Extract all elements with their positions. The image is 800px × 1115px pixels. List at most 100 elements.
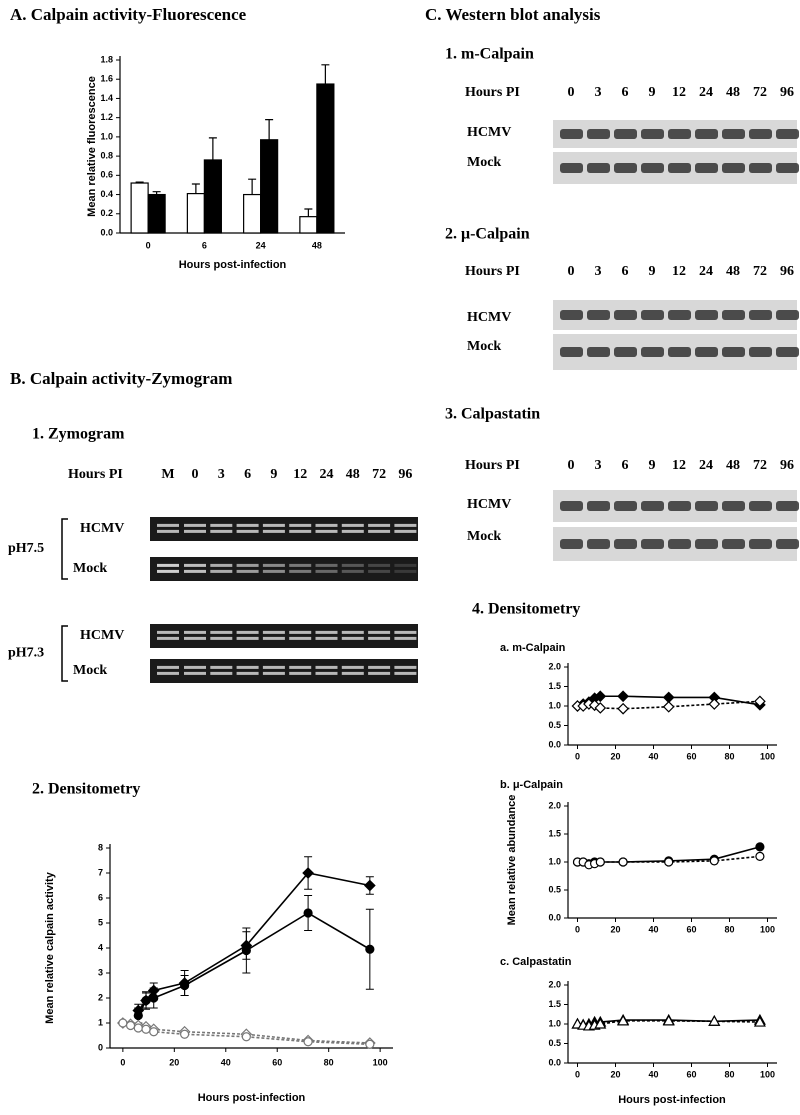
band [236, 563, 259, 567]
blot-title: 2. μ-Calpain [445, 226, 530, 243]
x-tick-label: 40 [648, 924, 658, 934]
band [289, 569, 312, 573]
row-label: Mock [73, 663, 107, 678]
y-tick-label: 0.6 [100, 170, 113, 180]
marker [617, 690, 629, 703]
marker [365, 944, 375, 954]
band [695, 347, 718, 357]
lane-label: 6 [622, 264, 629, 279]
band [262, 665, 285, 669]
band [289, 523, 312, 527]
band [668, 501, 691, 511]
section-heading: C. Western blot analysis [425, 5, 601, 24]
band [315, 671, 338, 675]
band [368, 636, 391, 640]
band [749, 129, 772, 139]
band [560, 539, 583, 549]
band [236, 569, 259, 573]
x-tick-label: 0 [575, 1069, 580, 1079]
band [184, 569, 206, 573]
band [210, 630, 233, 634]
band [560, 501, 583, 511]
hours-label: Hours PI [465, 264, 520, 279]
band [394, 569, 417, 573]
lane-label: 3 [595, 264, 602, 279]
lane-label: 12 [672, 264, 686, 279]
band [184, 665, 206, 669]
band [722, 501, 745, 511]
band [236, 636, 259, 640]
x-axis-label: Hours post-infection [198, 1092, 306, 1104]
lane-label: 12 [672, 85, 686, 100]
y-tick-label: 1.5 [548, 999, 561, 1009]
marker [754, 695, 766, 708]
x-tick-label: 100 [760, 924, 775, 934]
band [368, 563, 391, 567]
y-tick-label: 0.0 [548, 1057, 561, 1067]
ph-label: pH7.3 [8, 646, 44, 661]
y-tick-label: 1.0 [100, 131, 113, 141]
band [560, 129, 583, 139]
band [749, 163, 772, 173]
lane-label: 9 [649, 85, 656, 100]
x-tick-label: 100 [760, 1069, 775, 1079]
x-axis-label: Hours post-infection [179, 259, 287, 271]
band [587, 129, 610, 139]
band [157, 630, 179, 634]
error-bar [152, 191, 161, 195]
band [289, 563, 312, 567]
band [668, 347, 691, 357]
y-tick-label: 0.0 [100, 227, 113, 237]
band [614, 501, 637, 511]
blot [150, 557, 418, 581]
band [157, 523, 179, 527]
row-label: Mock [467, 155, 501, 170]
x-tick-label: 60 [686, 1069, 696, 1079]
bar [260, 139, 279, 234]
band [289, 630, 312, 634]
y-tick-label: 0.5 [548, 720, 561, 730]
band [614, 347, 637, 357]
band [722, 310, 745, 320]
lane-label: 6 [244, 467, 251, 482]
band [695, 310, 718, 320]
band [394, 671, 417, 675]
y-tick-label: 8 [98, 842, 103, 852]
band [341, 671, 364, 675]
band [614, 163, 637, 173]
panel-heading: 4. Densitometry [472, 601, 580, 618]
band [289, 671, 312, 675]
marker [594, 702, 607, 714]
y-axis-label: Mean relative fluorescence [86, 76, 98, 217]
band [184, 523, 206, 527]
y-tick-label: 2.0 [548, 661, 561, 671]
y-tick-label: 5 [98, 917, 103, 927]
y-tick-label: 1.2 [100, 112, 113, 122]
x-tick-label: 20 [610, 1069, 620, 1079]
band [776, 347, 799, 357]
marker [709, 856, 719, 866]
row-label: Mock [73, 561, 107, 576]
x-tick-label: 24 [256, 240, 266, 250]
band [184, 636, 206, 640]
band [560, 310, 583, 320]
lane-label: 0 [568, 264, 575, 279]
y-axis-label: Mean relative abundance [506, 795, 518, 926]
y-tick-label: 0.5 [548, 1038, 561, 1048]
band [641, 310, 664, 320]
bracket [61, 625, 68, 682]
lane-label: 9 [649, 264, 656, 279]
y-tick-label: 7 [98, 867, 103, 877]
marker [662, 700, 675, 713]
row-label: HCMV [80, 628, 124, 643]
band [341, 636, 364, 640]
band [289, 529, 312, 533]
bar [186, 192, 205, 234]
band [394, 636, 417, 640]
ph-label: pH7.5 [8, 541, 44, 556]
band [776, 163, 799, 173]
band [749, 347, 772, 357]
marker [363, 879, 376, 892]
lane-label: 3 [595, 85, 602, 100]
